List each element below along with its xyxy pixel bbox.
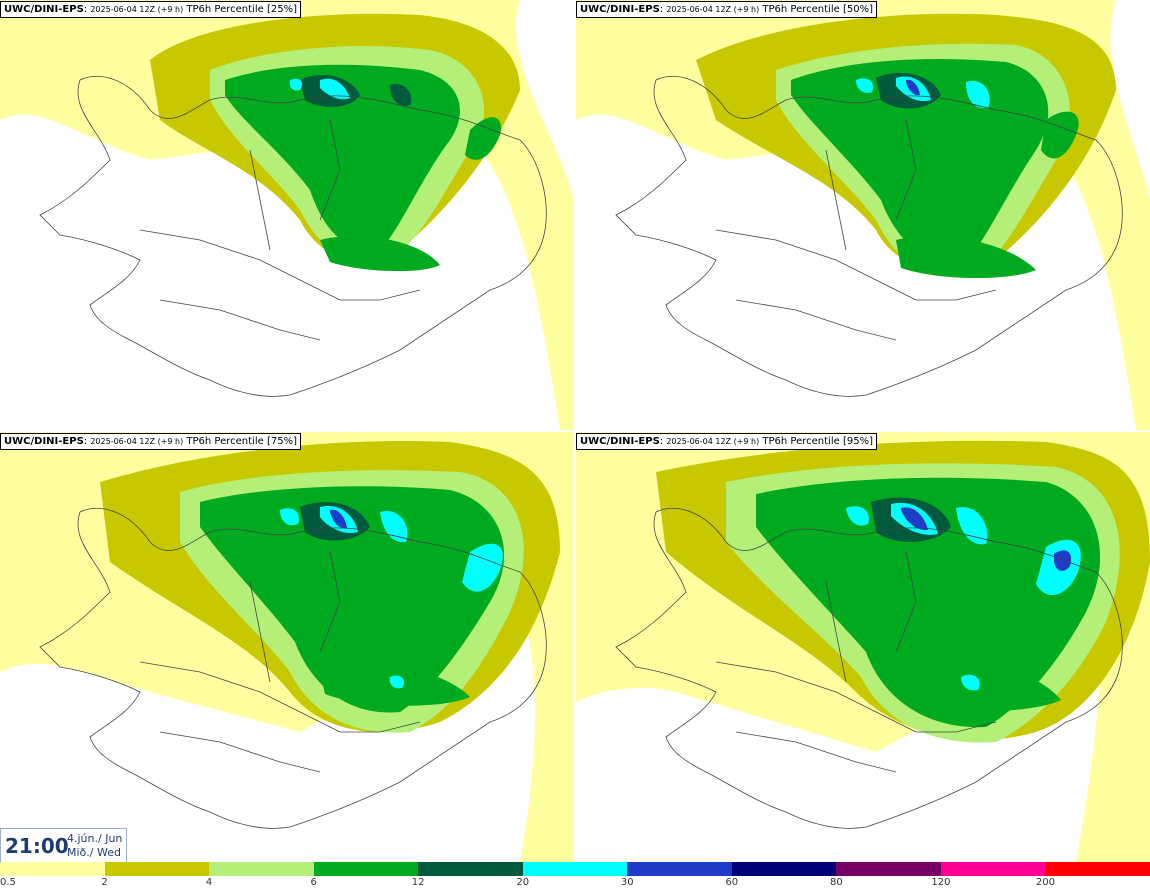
legend-swatch	[836, 862, 941, 876]
map-panel-p95: UWC/DINI-EPS: 2025-06-04 12Z (+9 h) TP6h…	[576, 432, 1150, 862]
legend-swatch	[418, 862, 523, 876]
valid-time: 21:00	[5, 834, 69, 858]
product-name: TP6h Percentile [50%]	[762, 4, 873, 15]
legend-swatch	[627, 862, 732, 876]
legend-label: 120	[931, 877, 951, 888]
legend-label: 0.5	[0, 877, 16, 888]
legend-label: 2	[101, 877, 108, 888]
legend-swatch	[940, 862, 1046, 876]
run-info: 2025-06-04 12Z (+9 h)	[90, 437, 184, 446]
color-legend	[0, 862, 1150, 876]
legend-label: 6	[310, 877, 317, 888]
precip-map	[576, 0, 1150, 430]
legend-label: 20	[516, 877, 530, 888]
precip-map	[576, 432, 1150, 862]
legend-swatch	[731, 862, 837, 876]
product-name: TP6h Percentile [75%]	[186, 436, 297, 447]
model-name: UWC/DINI-EPS	[4, 4, 84, 15]
valid-time-box: 21:00 4.jún./ Jun Mið./ Wed	[0, 828, 127, 863]
legend-label: 30	[620, 877, 634, 888]
product-name: TP6h Percentile [25%]	[186, 4, 297, 15]
product-name: TP6h Percentile [95%]	[762, 436, 873, 447]
legend-labels: 0.5 2 4 6 12 20 30 60 80 120 200	[0, 876, 1150, 890]
legend-swatch	[0, 862, 105, 876]
panel-title: UWC/DINI-EPS: 2025-06-04 12Z (+9 h) TP6h…	[0, 1, 301, 18]
precip-map	[0, 0, 574, 430]
legend-swatch	[522, 862, 628, 876]
panel-title: UWC/DINI-EPS: 2025-06-04 12Z (+9 h) TP6h…	[576, 433, 877, 450]
precip-map	[0, 432, 574, 862]
map-panel-p50: UWC/DINI-EPS: 2025-06-04 12Z (+9 h) TP6h…	[576, 0, 1150, 430]
run-info: 2025-06-04 12Z (+9 h)	[90, 5, 184, 14]
map-panel-p25: UWC/DINI-EPS: 2025-06-04 12Z (+9 h) TP6h…	[0, 0, 574, 430]
legend-label: 200	[1035, 877, 1055, 888]
panel-title: UWC/DINI-EPS: 2025-06-04 12Z (+9 h) TP6h…	[576, 1, 877, 18]
valid-date: 4.jún./ Jun	[67, 832, 123, 845]
legend-swatch	[313, 862, 419, 876]
legend-swatch	[104, 862, 210, 876]
model-name: UWC/DINI-EPS	[580, 436, 660, 447]
legend-swatch	[209, 862, 314, 876]
map-panel-p75: UWC/DINI-EPS: 2025-06-04 12Z (+9 h) TP6h…	[0, 432, 574, 862]
run-info: 2025-06-04 12Z (+9 h)	[666, 437, 760, 446]
legend-swatch	[1045, 862, 1150, 876]
legend-label: 60	[725, 877, 739, 888]
run-info: 2025-06-04 12Z (+9 h)	[666, 5, 760, 14]
legend-label: 80	[829, 877, 843, 888]
valid-weekday: Mið./ Wed	[67, 846, 121, 859]
legend-label: 12	[411, 877, 425, 888]
panel-title: UWC/DINI-EPS: 2025-06-04 12Z (+9 h) TP6h…	[0, 433, 301, 450]
model-name: UWC/DINI-EPS	[4, 436, 84, 447]
legend-label: 4	[205, 877, 213, 888]
model-name: UWC/DINI-EPS	[580, 4, 660, 15]
